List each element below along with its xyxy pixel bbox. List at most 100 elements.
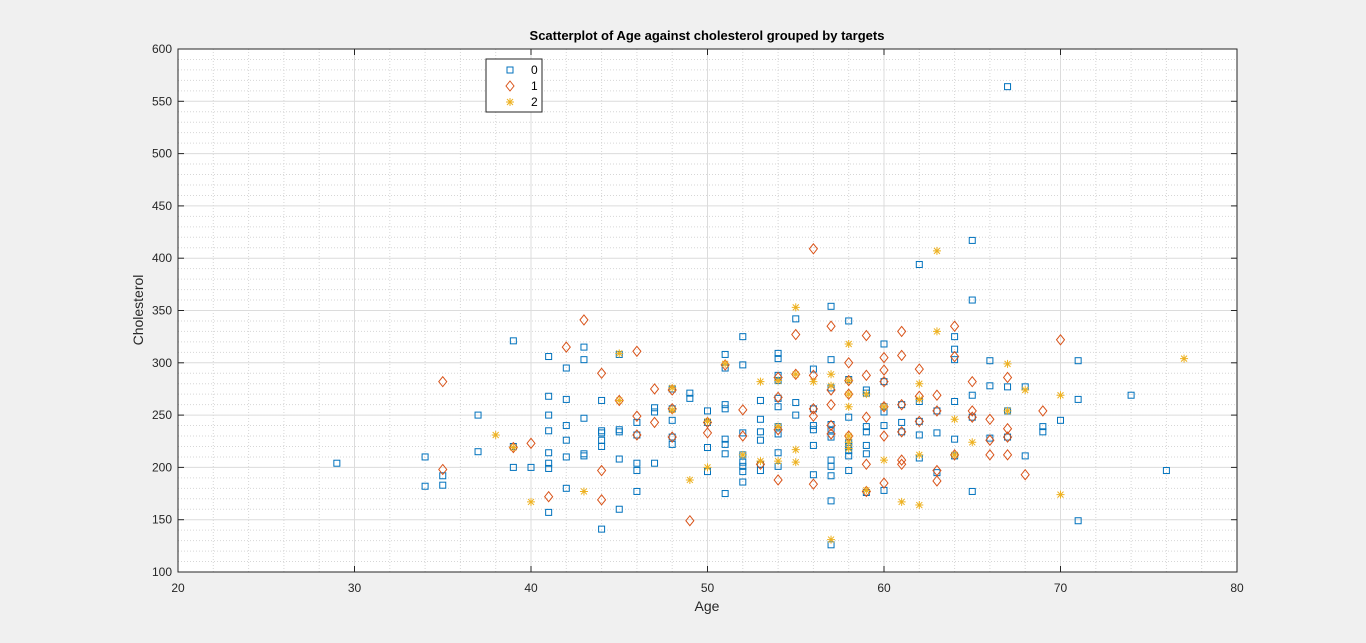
data-point <box>721 450 729 458</box>
x-tick-label: 80 <box>1230 581 1244 595</box>
legend-item-2[interactable]: 2 <box>506 95 538 109</box>
data-point <box>844 356 854 369</box>
data-point <box>845 452 853 460</box>
data-point <box>880 402 888 411</box>
data-point <box>809 426 817 434</box>
data-point <box>721 435 729 443</box>
data-point <box>1038 405 1048 417</box>
data-point <box>774 403 782 411</box>
data-point <box>756 428 764 436</box>
data-point <box>1074 517 1082 525</box>
series-2 <box>491 246 1189 544</box>
data-point <box>862 423 870 431</box>
data-point <box>879 364 889 376</box>
data-point <box>739 429 747 437</box>
data-point <box>703 417 712 426</box>
data-point <box>668 433 676 441</box>
data-point <box>986 382 994 390</box>
x-tick-label: 30 <box>348 581 362 595</box>
data-point <box>545 464 553 472</box>
data-point <box>932 405 942 417</box>
data-point <box>845 467 853 475</box>
data-point <box>861 485 871 498</box>
data-point <box>844 432 853 441</box>
data-point <box>686 389 694 397</box>
data-point <box>915 260 923 268</box>
data-point <box>439 481 447 489</box>
data-point <box>720 359 730 371</box>
data-point <box>773 423 783 436</box>
data-point <box>844 388 854 400</box>
data-point <box>932 327 941 336</box>
data-point <box>1021 385 1030 394</box>
data-point <box>827 535 836 544</box>
data-point <box>897 426 907 438</box>
data-point <box>509 443 518 452</box>
data-point <box>756 436 764 444</box>
data-point <box>967 375 977 388</box>
y-tick-label: 450 <box>152 199 172 213</box>
data-point <box>915 431 923 439</box>
data-point <box>968 391 976 399</box>
data-point <box>791 368 801 381</box>
data-point <box>808 242 819 255</box>
data-point <box>915 379 924 388</box>
data-point <box>545 459 553 467</box>
data-point <box>721 401 729 409</box>
data-point <box>508 441 518 454</box>
data-point <box>526 437 536 450</box>
data-point <box>1020 468 1030 481</box>
data-point <box>949 320 960 332</box>
legend-item-1[interactable]: 1 <box>505 79 538 93</box>
data-point <box>774 376 783 385</box>
data-point <box>792 399 800 407</box>
data-point <box>827 426 835 434</box>
data-point <box>879 477 889 489</box>
data-point <box>1127 391 1135 399</box>
data-point <box>915 501 924 510</box>
data-point <box>615 396 624 405</box>
data-point <box>598 396 606 404</box>
data-point <box>791 328 801 341</box>
data-point <box>755 458 766 471</box>
y-tick-label: 550 <box>152 94 172 108</box>
data-point <box>632 410 642 422</box>
data-point <box>986 357 994 365</box>
data-point <box>773 391 783 404</box>
data-point <box>756 377 765 386</box>
data-point <box>985 449 995 461</box>
data-point <box>932 246 941 255</box>
legend-item-0[interactable]: 0 <box>506 63 538 77</box>
data-point <box>774 349 782 357</box>
data-point <box>862 441 870 449</box>
data-point <box>898 428 906 436</box>
data-point <box>1180 354 1189 363</box>
y-tick-label: 150 <box>152 513 172 527</box>
data-point <box>738 450 747 459</box>
data-point <box>826 398 836 411</box>
data-point <box>774 449 782 457</box>
x-tick-label: 40 <box>524 581 538 595</box>
data-point <box>721 359 730 368</box>
data-point <box>845 413 853 421</box>
data-point <box>686 394 694 402</box>
data-point <box>739 333 747 341</box>
data-point <box>1057 416 1064 424</box>
data-point <box>561 341 571 353</box>
data-point <box>898 418 906 426</box>
data-point <box>827 381 836 390</box>
data-point <box>861 411 871 423</box>
data-point <box>545 449 553 457</box>
data-point <box>968 236 976 244</box>
legend[interactable]: 0 1 2 <box>485 58 543 113</box>
data-point <box>685 514 695 527</box>
data-point <box>562 453 570 461</box>
data-point <box>897 349 907 362</box>
data-point <box>474 411 482 419</box>
data-point <box>774 430 782 438</box>
data-point <box>421 453 429 461</box>
legend-label: 0 <box>531 63 538 77</box>
data-point <box>827 472 835 480</box>
data-point <box>915 395 924 404</box>
